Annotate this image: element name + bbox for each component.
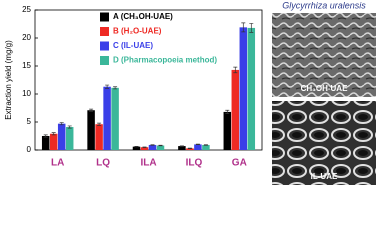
- error-bar: [249, 23, 254, 33]
- error-bar: [203, 144, 208, 146]
- bar: [49, 133, 58, 150]
- error-bar: [134, 146, 139, 148]
- error-bar: [113, 86, 118, 90]
- bar: [111, 87, 119, 150]
- x-tick-label: GA: [232, 158, 247, 169]
- bar: [95, 124, 103, 150]
- error-bar: [97, 122, 102, 126]
- bar: [186, 148, 194, 150]
- error-bar: [179, 145, 184, 147]
- bar: [156, 145, 165, 150]
- legend-label: D (Pharmacopoeia method): [113, 56, 217, 65]
- bar: [247, 27, 256, 151]
- bar: [239, 27, 248, 150]
- sem-image: [272, 101, 376, 185]
- x-tick-label: LQ: [96, 158, 110, 169]
- error-bar: [105, 84, 110, 89]
- legend-label: A (CH₃OH-UAE): [113, 12, 173, 21]
- error-bar: [158, 144, 163, 147]
- sem-image: [272, 13, 376, 97]
- error-bar: [150, 144, 155, 146]
- bar: [57, 123, 66, 150]
- image-caption: IL-UAE: [311, 172, 338, 181]
- image-title: Glycyrrhiza uralensis: [282, 0, 366, 10]
- bar: [223, 111, 232, 150]
- error-bar: [43, 134, 48, 138]
- error-bar: [142, 146, 147, 148]
- y-tick-label: 15: [22, 61, 31, 70]
- legend-swatch: [100, 41, 109, 51]
- plot-frame: [34, 9, 263, 151]
- bar: [103, 86, 111, 150]
- y-axis-label: Extraction yield (mg/g): [4, 40, 13, 120]
- y-tick-label: 20: [22, 33, 31, 42]
- x-tick-label: ILA: [140, 158, 156, 169]
- y-tick-label: 0: [27, 145, 32, 154]
- bar: [140, 147, 149, 150]
- error-bar: [51, 132, 56, 136]
- bar: [41, 136, 50, 150]
- image-caption: CH₃OH-UAE: [301, 84, 348, 93]
- error-bar: [195, 143, 200, 146]
- y-tick-label: 25: [22, 5, 31, 14]
- error-bar: [89, 108, 94, 112]
- error-bar: [233, 66, 238, 74]
- legend-swatch: [100, 56, 109, 65]
- legend-swatch: [100, 12, 109, 22]
- y-tick-label: 5: [27, 117, 32, 126]
- legend-swatch: [100, 27, 109, 36]
- bar: [87, 110, 95, 150]
- bar: [65, 127, 74, 150]
- error-bar: [187, 147, 192, 149]
- bar: [178, 146, 186, 150]
- legend-label: B (H₂O-UAE): [113, 27, 162, 36]
- error-bar: [59, 122, 64, 126]
- error-bar: [225, 109, 230, 114]
- error-bar: [241, 22, 246, 33]
- bar: [194, 144, 202, 150]
- y-tick-label: 10: [22, 89, 31, 98]
- error-bar: [67, 125, 72, 129]
- bar: [132, 146, 141, 150]
- bar: [231, 69, 240, 150]
- bar: [148, 144, 157, 150]
- bar: [202, 144, 210, 150]
- x-tick-label: ILQ: [186, 158, 203, 169]
- x-tick-label: LA: [51, 158, 64, 169]
- legend-label: C (IL-UAE): [113, 41, 153, 50]
- figure: Glycyrrhiza uralensis CH₃OH-UAE IL-UAE E…: [4, 0, 376, 185]
